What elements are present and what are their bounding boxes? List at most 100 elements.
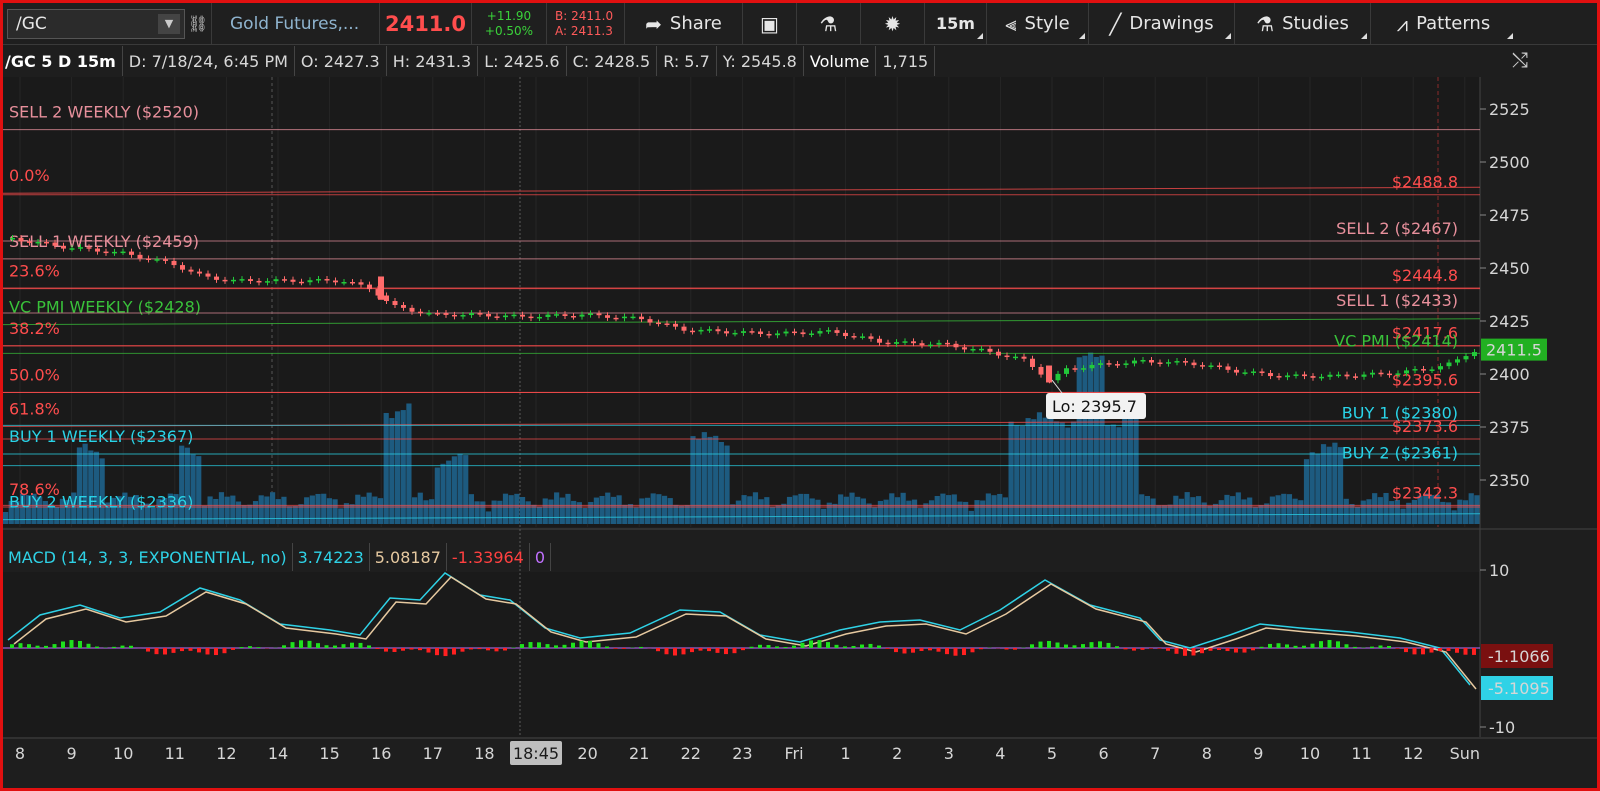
macd-histogram-bar (1115, 646, 1119, 648)
pencil-line-icon: ╱ (1109, 11, 1122, 36)
time-tick-label: 12 (216, 744, 236, 763)
drawings-button[interactable]: ╱ Drawings (1088, 2, 1234, 45)
candle-body (1157, 362, 1163, 364)
candle-body (265, 281, 270, 283)
volume-bar (1343, 498, 1349, 524)
candles (10, 234, 1477, 384)
volume-bar (133, 494, 139, 524)
candle-body (154, 259, 160, 261)
macd-histogram-bar (1429, 648, 1434, 653)
macd-histogram-bar (52, 644, 57, 648)
volume-bar (446, 460, 452, 524)
volume-bar (1411, 499, 1418, 524)
candle-body (10, 237, 15, 240)
macd-histogram-bar (1140, 648, 1145, 650)
macd-histogram-bar (1089, 642, 1094, 648)
volume-bar (1303, 459, 1310, 524)
macd-histogram-bar (732, 648, 737, 654)
candle-body (231, 279, 236, 282)
candle-body (681, 326, 687, 331)
chevron-down-icon[interactable]: ▼ (158, 13, 180, 34)
price-tick-label: 2475 (1489, 206, 1530, 225)
bar-range: R: 5.7 (657, 46, 717, 76)
candle-body (698, 329, 704, 332)
timeframe-button[interactable]: 15m (924, 2, 986, 45)
macd-histogram-bar (919, 648, 924, 651)
candle-body (409, 307, 415, 312)
macd-histogram-bar (1191, 648, 1196, 656)
patterns-button[interactable]: ⩘ Patterns (1370, 2, 1516, 45)
share-button[interactable]: ➦ Share (624, 2, 742, 45)
macd-histogram-bar (477, 648, 482, 650)
volume-bar (582, 507, 588, 524)
volume-bar (508, 495, 514, 524)
volume-bar (644, 497, 651, 524)
volume-bar (1048, 414, 1054, 524)
volume-bar (332, 499, 338, 524)
time-tick-label: 8 (1202, 744, 1212, 763)
volume-bar (1076, 357, 1082, 524)
drawing-tool-icon[interactable]: ⤭ (1512, 48, 1528, 72)
volume-bar (25, 495, 31, 524)
volume-bar (741, 495, 747, 524)
time-tick-label: 6 (1099, 744, 1109, 763)
volume-bar (127, 496, 134, 524)
macd-histogram-bar (69, 640, 74, 648)
macd-histogram-bar (851, 645, 856, 648)
studies-button[interactable]: ⚗ Studies (1234, 2, 1370, 45)
volume-bar (951, 494, 957, 524)
macd-histogram-bar (1225, 648, 1230, 652)
volume-bar (639, 498, 645, 524)
candle-body (69, 248, 75, 250)
volume-bar (1235, 492, 1241, 524)
candle-body (1370, 372, 1375, 375)
volume-bar (752, 492, 759, 524)
volume-bar (525, 501, 531, 524)
flexible-grid-button[interactable]: ▣ (742, 2, 796, 45)
link-icon[interactable]: ⛓ (187, 14, 209, 33)
style-button[interactable]: ⫷ Style (986, 2, 1088, 45)
level-label-left: 23.6% (9, 262, 60, 281)
candle-body (919, 343, 925, 346)
bar-open: O: 2427.3 (295, 46, 387, 76)
macd-histogram-bar (1234, 648, 1238, 653)
level-label-right: SELL 1 ($2433) (1336, 291, 1458, 310)
candle-body (1242, 372, 1248, 374)
volume-bar (610, 496, 617, 524)
macd-histogram-bar (562, 644, 567, 648)
price-tick-label: 2350 (1489, 471, 1530, 490)
macd-histogram-bar (860, 644, 864, 648)
candle-body (579, 314, 585, 317)
volume-bar (349, 504, 355, 524)
candle-body (401, 305, 406, 308)
bar-low: L: 2425.6 (478, 46, 567, 76)
candle-body (163, 259, 168, 261)
candle-body (1046, 365, 1052, 383)
macd-histogram-bar (129, 645, 133, 648)
volume-bar (673, 504, 679, 524)
level-label-left: BUY 2 WEEKLY ($2336) (9, 493, 193, 512)
settings-button[interactable]: ✹ (860, 2, 924, 45)
symbol-selector[interactable]: /GC ▼ (7, 8, 185, 39)
bid-price: B: 2411.0 (555, 8, 614, 23)
candle-body (469, 313, 474, 316)
candle-body (766, 333, 772, 336)
net-change: +11.90 (486, 8, 532, 23)
volume-bar (116, 496, 122, 524)
candle-body (639, 316, 644, 320)
candle-body (1472, 352, 1477, 357)
toolbar: /GC ▼ ⛓ Gold Futures,... 2411.0 +11.90 +… (3, 2, 1597, 45)
studies-lab-button[interactable]: ⚗ (796, 2, 860, 45)
candle-body (1089, 364, 1095, 369)
volume-bar (593, 497, 599, 524)
volume-bar (1406, 502, 1412, 524)
volume-bar (1309, 452, 1315, 524)
candle-body (630, 316, 636, 319)
macd-histogram-bar (426, 648, 431, 653)
macd-header[interactable]: MACD (14, 3, 3, EXPONENTIAL, no) 3.74223… (3, 543, 552, 571)
macd-histogram-bar (171, 648, 176, 653)
macd-histogram-bar (1319, 641, 1323, 648)
volume-bar (145, 503, 151, 524)
candlestick-icon: ⫷ (1005, 11, 1017, 36)
